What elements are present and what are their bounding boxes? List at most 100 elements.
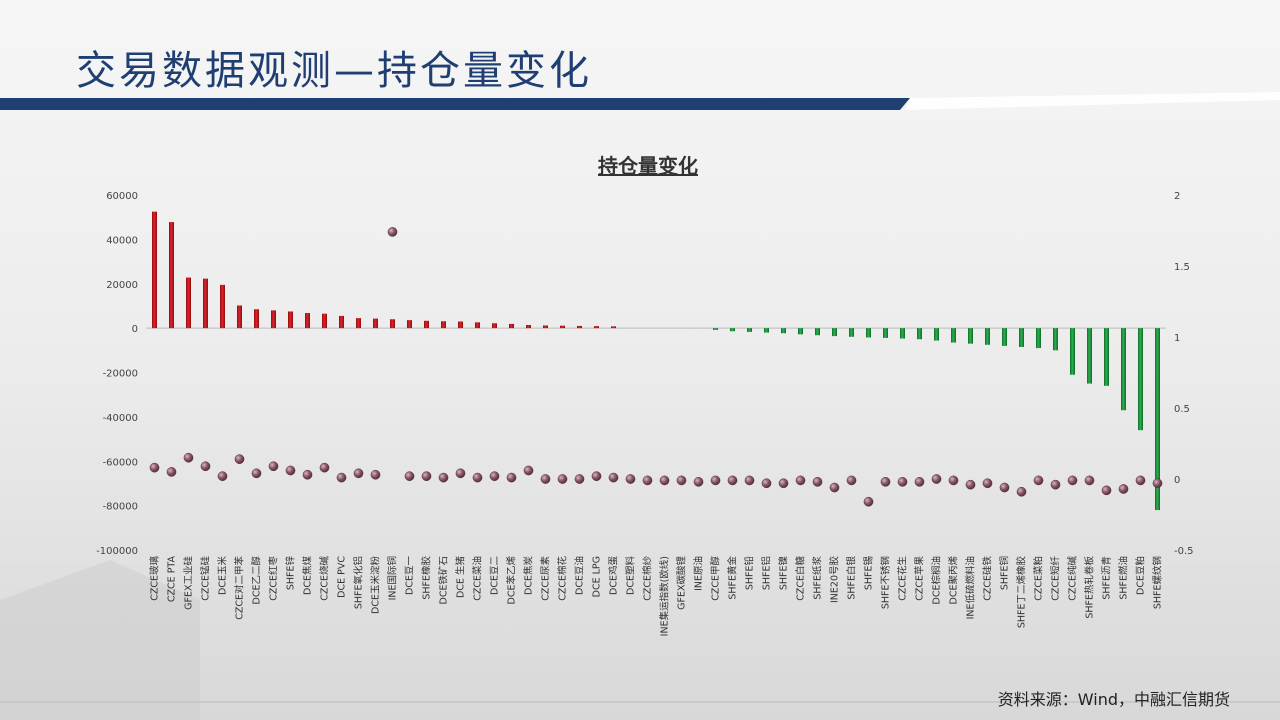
bar-mark — [288, 311, 293, 329]
scatter-point — [812, 476, 823, 487]
scatter-point — [625, 474, 636, 484]
bar-mark — [526, 325, 531, 329]
x-axis-category-label: CZCE菜粕 — [1033, 556, 1045, 601]
scatter-point — [897, 476, 908, 487]
x-axis-category-label: DCE塑料 — [625, 556, 637, 595]
bar-mark — [1087, 328, 1092, 384]
bar-mark — [492, 323, 497, 329]
bar-mark — [424, 320, 429, 329]
bar-mark — [628, 327, 633, 329]
scatter-point — [948, 475, 959, 486]
bar-mark — [1104, 328, 1109, 386]
bar-mark — [917, 328, 922, 340]
x-axis-category-label: INE国际铜 — [387, 556, 399, 600]
bar-mark — [934, 328, 939, 341]
scatter-point — [880, 476, 891, 487]
scatter-point — [370, 469, 381, 480]
slide-title: 交易数据观测—持仓量变化 — [76, 48, 592, 94]
x-axis-category-label: CZCE菜油 — [472, 556, 484, 601]
scatter-point — [659, 475, 670, 486]
scatter-point — [1067, 475, 1078, 486]
scatter-point — [829, 482, 840, 493]
scatter-point — [710, 475, 721, 486]
y-axis-tick-label: -80000 — [103, 502, 138, 513]
x-axis-category-label: DCE豆二 — [490, 556, 501, 595]
scatter-point — [285, 465, 296, 476]
x-axis-category-label: SHFE燃油 — [1118, 556, 1130, 600]
scatter-point — [251, 468, 262, 479]
bar-mark — [509, 323, 514, 329]
scatter-point — [914, 476, 925, 487]
bar-mark — [747, 328, 752, 332]
bar-mark — [458, 321, 463, 329]
y-axis-tick-label: 0 — [132, 324, 138, 335]
bar-mark — [900, 328, 905, 339]
x-axis-category-label: CZCE硅铁 — [982, 556, 994, 601]
x-axis-category-label: DCE聚丙烯 — [948, 556, 960, 605]
bar-mark — [1070, 328, 1075, 375]
x-axis-category-label: CZCE锰硅 — [200, 556, 212, 601]
scatter-point — [965, 479, 976, 490]
y2-axis-tick-label: 2 — [1174, 191, 1180, 202]
bar-mark — [611, 326, 616, 329]
scatter-point — [336, 472, 347, 483]
bar-mark — [186, 277, 191, 329]
scatter-point — [217, 471, 228, 482]
x-axis-category-label: DCE 生猪 — [455, 556, 467, 598]
x-axis-category-label: SHFE氧化铝 — [353, 556, 365, 609]
scatter-point — [506, 472, 517, 483]
bar-mark — [407, 320, 412, 329]
scatter-point — [693, 476, 704, 487]
title-banner — [0, 98, 910, 110]
scatter-point — [591, 471, 602, 482]
scatter-point — [727, 475, 738, 486]
scatter-point — [455, 468, 466, 479]
scatter-point — [557, 474, 568, 484]
bar-mark — [849, 328, 854, 337]
bar-mark — [1002, 328, 1007, 346]
bar-mark — [441, 321, 446, 329]
scatter-point — [404, 471, 415, 482]
y2-axis-tick-label: 1.5 — [1174, 262, 1190, 273]
x-axis-category-label: DCE乙二醇 — [251, 556, 263, 605]
x-axis-category-label: CZCE棉花 — [557, 556, 569, 601]
y-axis-tick-label: -40000 — [103, 413, 138, 424]
scatter-point — [846, 475, 857, 486]
bar-mark — [152, 211, 157, 329]
bar-mark — [577, 325, 582, 329]
background-city-silhouette — [0, 560, 200, 720]
bar-mark — [968, 328, 973, 344]
bar-mark — [220, 284, 225, 329]
scatter-point — [642, 475, 653, 486]
bar-mark — [203, 278, 208, 329]
scatter-point — [353, 468, 364, 479]
scatter-point — [387, 227, 398, 237]
y2-axis-tick-label: 0.5 — [1174, 404, 1190, 415]
bar-mark — [1155, 328, 1160, 511]
bar-mark — [696, 327, 701, 329]
bar-mark — [475, 322, 480, 329]
x-axis-category-label: SHFE黄金 — [727, 556, 739, 600]
bar-mark — [985, 328, 990, 345]
x-axis-category-label: DCE焦煤 — [302, 556, 314, 595]
y2-axis-tick-label: -0.5 — [1174, 546, 1194, 557]
scatter-point — [1050, 479, 1061, 490]
x-axis-category-label: SHFE镍 — [778, 556, 790, 591]
x-axis-category-label: CZCE PTA — [167, 556, 178, 603]
bar-mark — [1121, 328, 1126, 411]
x-axis-category-label: DCE鸡蛋 — [608, 556, 620, 595]
chart-title: 持仓量变化 — [598, 154, 698, 178]
bar-mark — [305, 313, 310, 329]
x-axis-category-label: SHFE白银 — [846, 556, 858, 600]
scatter-point — [472, 472, 483, 483]
scatter-point — [183, 452, 194, 463]
bar-mark — [271, 310, 276, 329]
scatter-point — [540, 474, 551, 484]
x-axis-category-label: CZCE烧碱 — [319, 556, 331, 601]
x-axis-category-label: SHFE锡 — [863, 556, 875, 590]
bar-mark — [1138, 328, 1143, 431]
x-axis-category-label: INE低硫燃料油 — [965, 556, 977, 619]
